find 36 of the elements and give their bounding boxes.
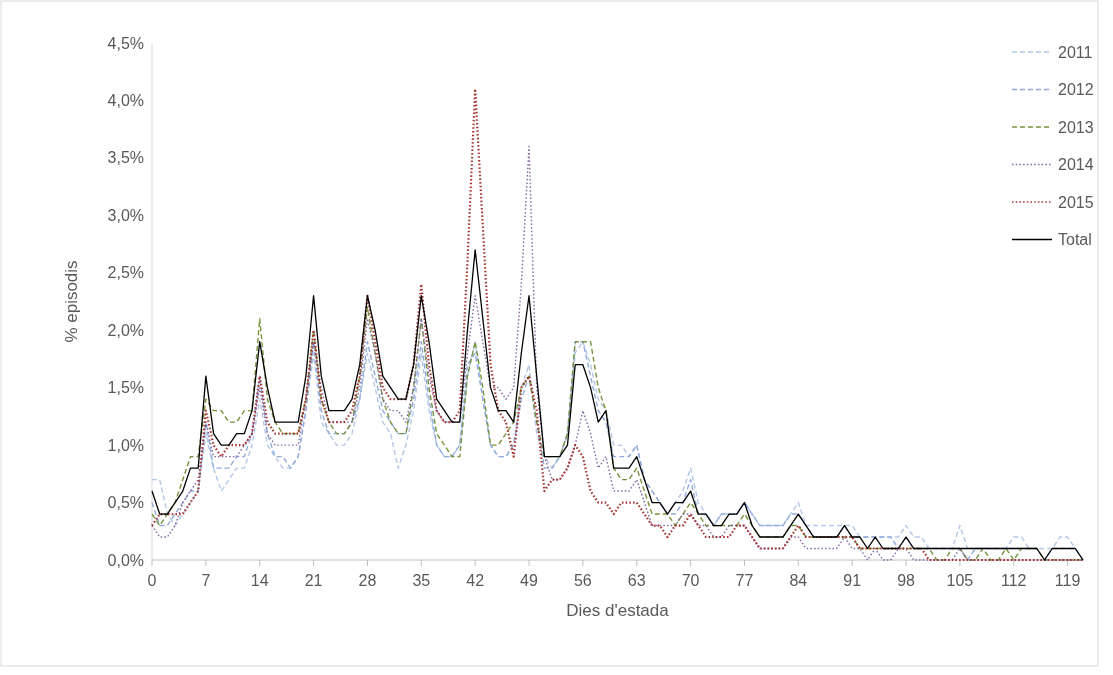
x-tick-label: 105 (946, 572, 974, 589)
y-tick-label: 2,5% (107, 264, 144, 282)
x-tick-label: 35 (412, 572, 431, 589)
y-tick-label: 3,0% (107, 206, 144, 224)
y-axis-title: % episodis (62, 260, 81, 343)
legend-label: Total (1058, 231, 1092, 249)
x-tick-label: 84 (789, 572, 808, 589)
x-tick-label: 21 (304, 572, 323, 589)
x-tick-label: 98 (897, 572, 916, 589)
legend-label: 2015 (1058, 193, 1094, 211)
y-tick-label: 0,5% (107, 494, 144, 512)
x-tick-label: 14 (250, 572, 269, 589)
legend-label: 2013 (1058, 118, 1094, 136)
x-tick-label: 28 (358, 572, 377, 589)
x-tick-label: 63 (627, 572, 646, 589)
y-tick-label: 4,5% (107, 34, 144, 52)
x-tick-label: 77 (735, 572, 754, 589)
x-tick-label: 0 (147, 572, 157, 589)
legend-label: 2011 (1058, 43, 1093, 61)
x-tick-label: 56 (573, 572, 592, 589)
x-tick-label: 119 (1054, 572, 1081, 589)
x-tick-label: 112 (1000, 572, 1027, 589)
y-tick-label: 4,0% (107, 92, 144, 110)
x-tick-label: 42 (466, 572, 485, 589)
x-tick-label: 91 (843, 572, 862, 589)
x-axis-title: Dies d'estada (566, 601, 670, 620)
y-tick-label: 1,0% (107, 436, 144, 454)
legend-label: 2014 (1058, 156, 1094, 174)
legend-label: 2012 (1058, 81, 1094, 99)
y-tick-label: 3,5% (107, 149, 144, 167)
y-tick-label: 0,0% (107, 551, 144, 569)
x-tick-label: 70 (681, 572, 700, 589)
y-tick-label: 1,5% (107, 379, 144, 397)
y-tick-label: 2,0% (107, 321, 144, 339)
x-tick-label: 49 (520, 572, 539, 589)
x-tick-label: 7 (201, 572, 211, 589)
